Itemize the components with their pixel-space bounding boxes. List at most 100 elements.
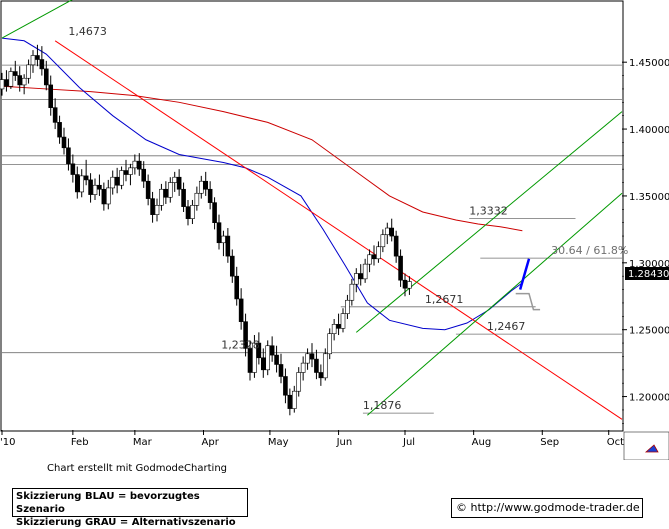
- candle-body: [287, 394, 293, 409]
- candle-body: [4, 79, 9, 87]
- candle-body: [132, 160, 138, 169]
- candle-body: [198, 180, 204, 194]
- candle-body: [35, 55, 40, 60]
- last-price-badge: [625, 267, 669, 280]
- candle-body: [314, 358, 319, 373]
- candlesticks: [0, 44, 412, 416]
- price-annotation: 1,2467: [487, 320, 526, 333]
- candle-body: [92, 184, 98, 195]
- x-tick-label: Oct: [607, 437, 624, 448]
- legend-gray: Skizzierung GRAU = Alternativszenario: [16, 517, 236, 528]
- candle-body: [305, 353, 310, 364]
- price-annotation: 1,1876: [363, 399, 402, 412]
- candle-body: [345, 299, 350, 314]
- candle-body: [327, 333, 333, 355]
- candle-body: [265, 345, 271, 371]
- annotations: 1,4673 1,3332 1,2671 1,2467 1,2328 1,1876 30.6…: [68, 25, 628, 412]
- candle-body: [74, 174, 80, 193]
- last-price-label: 1.28430: [628, 269, 669, 280]
- candle-body: [340, 313, 346, 329]
- candle-body: [207, 188, 213, 203]
- candle-body: [17, 75, 23, 86]
- price-chart: 1,4673 1,3332 1,2671 1,2467 1,2328 1,1876 30.6…: [0, 0, 669, 460]
- chart-credit: Chart erstellt mit GodmodeCharting: [47, 463, 227, 474]
- trend-line: [1, 0, 73, 39]
- candle-body: [376, 246, 381, 260]
- candle-body: [309, 353, 315, 360]
- candle-body: [12, 71, 18, 76]
- candle-body: [393, 235, 399, 257]
- candle-body: [274, 354, 279, 365]
- candle-body: [123, 170, 129, 175]
- candle-body: [70, 163, 76, 175]
- candle-body: [176, 176, 182, 190]
- candle-body: [407, 281, 412, 289]
- trend-line: [355, 111, 623, 333]
- candle-body: [141, 168, 147, 182]
- candle-body: [269, 345, 275, 356]
- nav-arrow-icon[interactable]: [644, 444, 659, 453]
- candle-body: [26, 64, 31, 79]
- candle-body: [57, 122, 62, 138]
- legend-blue: Skizzierung BLAU = bevorzugtes Szenario: [16, 491, 200, 515]
- candle-body: [336, 324, 341, 329]
- candle-body: [128, 167, 133, 175]
- candle-body: [283, 376, 288, 396]
- y-tick-label: 1.45000: [629, 58, 669, 69]
- x-tick-label: Apr: [202, 437, 220, 448]
- price-annotation: 1,2671: [425, 293, 464, 306]
- scenario-legend: Skizzierung BLAU = bevorzugtes Szenario …: [12, 488, 248, 528]
- plot-background: [0, 0, 669, 460]
- candle-body: [398, 255, 403, 281]
- y-tick-label: 1.30000: [629, 259, 669, 270]
- x-tick-label: Aug: [472, 437, 492, 448]
- candle-body: [66, 147, 71, 165]
- trend-line: [54, 40, 623, 420]
- trend-lines: [1, 0, 623, 420]
- y-tick-label: 1.20000: [629, 393, 669, 404]
- price-annotation: 1,4673: [68, 25, 107, 38]
- candle-body: [101, 188, 107, 205]
- candle-body: [331, 324, 337, 334]
- trend-line: [367, 192, 623, 416]
- candle-body: [278, 364, 284, 377]
- candle-body: [79, 175, 85, 193]
- candle-body: [402, 279, 408, 289]
- y-tick-label: 1.25000: [629, 326, 669, 337]
- candle-body: [252, 342, 257, 373]
- x-tick-label: Feb: [71, 437, 89, 448]
- candle-body: [136, 160, 142, 170]
- candle-body: [243, 321, 248, 349]
- candle-body: [21, 77, 27, 86]
- x-axis: '10 Feb Mar Apr May Jun Jul Aug Sep Oct: [0, 430, 624, 448]
- candle-body: [234, 275, 240, 300]
- moving-average-line: [1, 37, 523, 331]
- candle-body: [384, 227, 390, 236]
- x-tick-label: Sep: [540, 437, 559, 448]
- candle-body: [97, 184, 102, 190]
- scenario-gray-line: [515, 292, 541, 311]
- candle-body: [353, 273, 359, 285]
- candle-body: [48, 84, 54, 108]
- y-axis: 1.45000 1.40000 1.35000 1.30000 1.25000 1.200…: [622, 58, 669, 424]
- candle-body: [154, 205, 160, 215]
- y-tick-label: 1.40000: [629, 125, 669, 136]
- candle-body: [30, 55, 36, 66]
- nav-corner[interactable]: [623, 431, 669, 460]
- website-link[interactable]: © http://www.godmode-trader.de: [451, 498, 643, 518]
- plot-frame: [0, 0, 624, 432]
- candle-body: [296, 372, 302, 392]
- candle-body: [110, 176, 116, 189]
- candle-body: [349, 283, 355, 301]
- x-tick-label: May: [268, 437, 289, 448]
- candle-body: [238, 298, 244, 322]
- candle-body: [256, 342, 262, 359]
- candle-body: [159, 188, 164, 206]
- candle-body: [380, 234, 386, 248]
- candle-body: [260, 357, 266, 371]
- candle-body: [145, 180, 151, 199]
- candle-body: [247, 348, 253, 373]
- nav-corner-box[interactable]: [623, 431, 669, 460]
- candle-body: [181, 188, 186, 207]
- candle-body: [61, 136, 67, 149]
